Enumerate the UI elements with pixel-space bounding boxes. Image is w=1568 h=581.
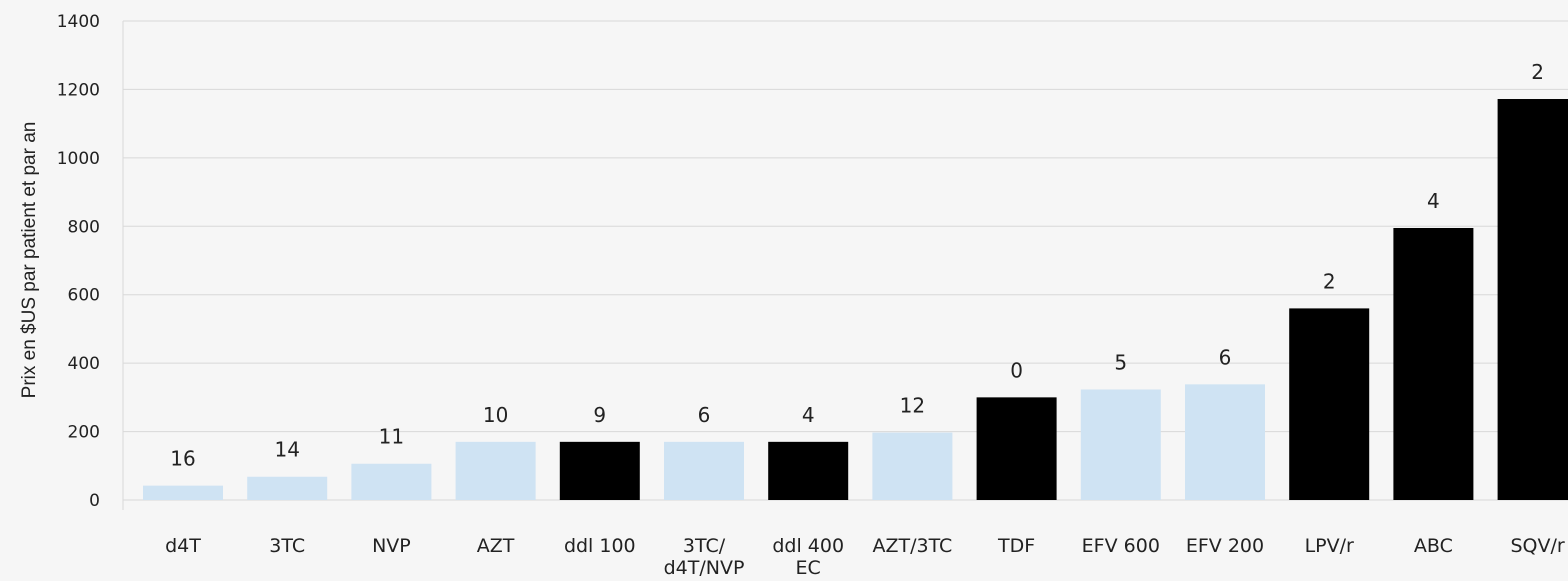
x-tick-label: AZT/3TC [872,535,952,557]
data-label: 4 [802,403,815,427]
x-axis: d4T 3TC NVP AZT ddl 100 3TC/d4T/NVP ddl 400 EC A… [165,535,1565,579]
y-axis-label: Prix en $US par patient et par an [19,122,40,399]
x-tick-label: ddl 400 EC [772,535,844,579]
x-tick-label: ABC [1414,535,1453,557]
bar [143,485,223,500]
x-tick-label: d4T [165,535,201,557]
x-tick-label: LPV/r [1305,535,1354,557]
data-label: 2 [1531,60,1544,84]
y-tick-label: 400 [68,354,100,374]
bar [455,441,536,500]
x-tick-label: 3TC [269,535,305,557]
y-tick-label: 0 [89,491,100,511]
bars [143,99,1568,500]
y-tick-label: 800 [68,217,100,237]
bar [872,432,953,500]
x-tick-label: SQV/r [1510,535,1564,557]
bar [1185,384,1265,500]
data-label: 14 [274,438,299,462]
y-tick-label: 600 [68,286,100,306]
data-label: 6 [698,403,711,427]
y-axis: 0 200 400 600 800 1000 1200 1400 [57,12,124,511]
x-tick-label: ddl 100 [564,535,636,557]
bar [247,476,328,500]
data-label: 4 [1427,189,1440,213]
x-tick-label: EFV 200 [1186,535,1264,557]
y-tick-label: 1200 [57,80,100,100]
data-label: 11 [379,425,404,449]
bar [1289,308,1370,500]
bar [664,441,744,500]
bar [976,397,1057,500]
y-tick-label: 1400 [57,12,100,32]
y-tick-label: 200 [68,423,100,443]
bar [1393,227,1474,500]
bar [1080,389,1161,500]
data-label: 6 [1219,345,1232,369]
x-tick-label: 3TC/d4T/NVP [664,535,745,579]
data-label: 9 [593,403,606,427]
data-label: 12 [900,394,925,418]
data-labels: 16 14 11 10 9 6 4 12 0 5 6 2 4 2 [170,60,1544,471]
y-tick-label: 1000 [57,149,100,169]
x-tick-label: AZT [477,535,515,557]
data-label: 16 [170,447,195,471]
data-label: 5 [1114,350,1127,374]
data-label: 10 [483,403,508,427]
gridlines [123,20,1568,501]
bar [559,441,640,500]
data-label: 2 [1323,269,1336,293]
bar [1497,99,1568,500]
bar [351,463,432,500]
bar [768,441,849,500]
x-tick-label: EFV 600 [1082,535,1160,557]
x-tick-label: NVP [372,535,411,557]
x-tick-label: TDF [997,535,1035,557]
data-label: 0 [1010,358,1023,382]
